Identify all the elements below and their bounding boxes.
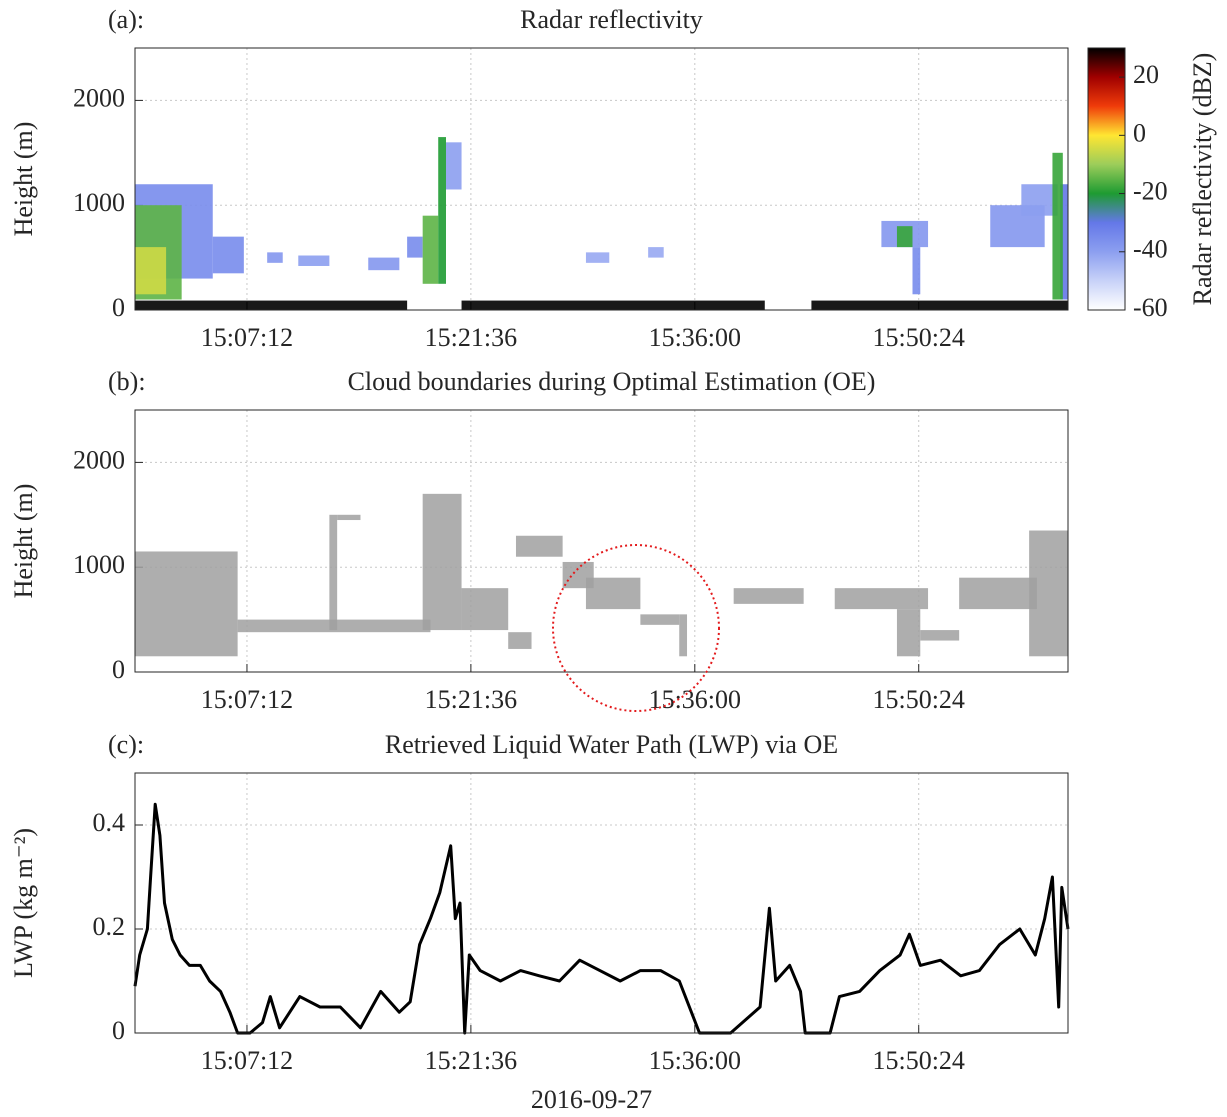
plot-area — [135, 773, 1068, 1033]
panel: (b): Cloud boundaries during Optimal Esti… — [9, 367, 1069, 714]
panel-label: (c): — [108, 730, 144, 759]
echo — [1060, 184, 1068, 300]
x-tick-label: 15:36:00 — [649, 1046, 741, 1075]
echo — [912, 247, 921, 295]
x-tick-label: 15:36:00 — [649, 685, 741, 714]
marks — [135, 493, 1068, 657]
echo — [811, 300, 1068, 310]
colorbar-label: Radar reflectivity (dBZ) — [1188, 53, 1217, 306]
highlight-circle — [552, 544, 720, 712]
cloud-layer — [733, 588, 804, 604]
y-tick-label: 0 — [112, 655, 125, 684]
y-axis-label: Height (m) — [9, 122, 38, 237]
echo — [438, 137, 446, 284]
colorbar-tick-label: 0 — [1133, 118, 1146, 147]
lwp-line — [133, 802, 1070, 1035]
x-tick-label: 15:21:36 — [425, 323, 517, 352]
colorbar-tick-label: -20 — [1133, 177, 1168, 206]
y-tick-label: 0.4 — [93, 808, 126, 837]
y-tick-label: 2000 — [73, 445, 125, 474]
echo — [267, 252, 283, 263]
cloud-layer — [337, 514, 361, 521]
x-tick-label: 15:07:12 — [201, 1046, 293, 1075]
cloud-layer — [135, 551, 238, 657]
y-tick-label: 1000 — [73, 550, 125, 579]
x-tick-label: 15:07:12 — [201, 685, 293, 714]
echo — [422, 215, 439, 284]
cloud-layer — [920, 630, 960, 641]
cloud-layer — [422, 493, 462, 631]
colorbar — [1087, 47, 1126, 311]
echo — [461, 300, 765, 310]
cloud-layer — [515, 535, 563, 557]
panel-label: (a): — [108, 5, 144, 34]
cloud-layer — [640, 614, 680, 625]
colorbar-tick-label: 20 — [1133, 60, 1159, 89]
x-tick-label: 15:50:24 — [872, 685, 964, 714]
plot-area — [135, 48, 1068, 310]
echo — [896, 226, 913, 248]
cloud-layer — [834, 588, 929, 610]
echo — [446, 142, 462, 190]
y-tick-label: 0.2 — [93, 912, 126, 941]
echo — [1052, 152, 1063, 300]
panel-title: Radar reflectivity — [520, 5, 703, 34]
colorbar-tick-label: -40 — [1133, 235, 1168, 264]
echo — [212, 236, 244, 274]
y-tick-label: 2000 — [73, 83, 125, 112]
cloud-layer — [508, 632, 532, 649]
echo — [298, 255, 330, 266]
plot-frame — [134, 409, 1069, 673]
x-tick-label: 15:50:24 — [872, 323, 964, 352]
x-axis-label: 2016-09-27 — [531, 1085, 652, 1114]
colorbar-tick-label: -60 — [1133, 293, 1168, 322]
y-tick-label: 0 — [112, 1016, 125, 1045]
marks — [135, 137, 1068, 310]
y-axis-label: LWP (kg m⁻²) — [9, 828, 38, 978]
x-tick-label: 15:21:36 — [425, 1046, 517, 1075]
x-tick-label: 15:36:00 — [649, 323, 741, 352]
cloud-layer — [461, 588, 509, 631]
x-tick-label: 15:21:36 — [425, 685, 517, 714]
echo — [407, 236, 423, 258]
cloud-layer — [959, 577, 1037, 610]
cloud-layer — [1029, 530, 1068, 657]
x-tick-label: 15:07:12 — [201, 323, 293, 352]
echo — [135, 247, 167, 295]
echo — [648, 247, 664, 258]
plot-frame — [134, 772, 1069, 1034]
echo — [368, 257, 400, 271]
y-tick-label: 1000 — [73, 188, 125, 217]
echo — [1021, 184, 1058, 216]
panel-label: (b): — [108, 367, 146, 396]
x-tick-label: 15:50:24 — [872, 1046, 964, 1075]
echo — [135, 300, 408, 310]
y-axis-label: Height (m) — [9, 484, 38, 599]
panel: (c): Retrieved Liquid Water Path (LWP) vi… — [9, 730, 1070, 1114]
y-tick-label: 0 — [112, 293, 125, 322]
panel-title: Retrieved Liquid Water Path (LWP) via OE — [385, 730, 838, 759]
panel-title: Cloud boundaries during Optimal Estimati… — [348, 367, 876, 396]
plot-frame — [134, 47, 1069, 311]
cloud-layer — [896, 609, 921, 657]
cloud-layer — [329, 514, 338, 631]
echo — [585, 252, 610, 263]
cloud-layer — [679, 614, 688, 657]
marks — [133, 802, 1070, 1035]
cloud-layer — [585, 577, 641, 610]
